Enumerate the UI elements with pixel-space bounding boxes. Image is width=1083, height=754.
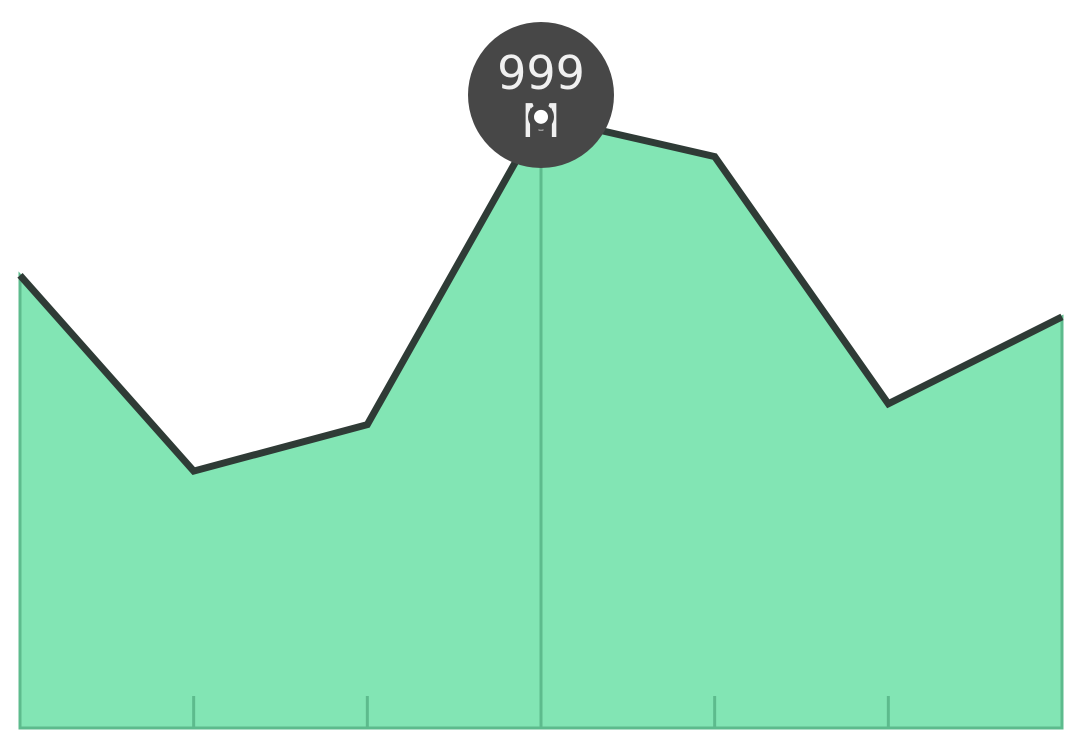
x-axis-ticks <box>192 696 890 728</box>
value-tooltip: 999 M <box>468 22 614 168</box>
tooltip-bubble <box>468 22 614 168</box>
highlighted-data-point[interactable] <box>528 103 554 130</box>
tooltip-value-text: 999 <box>497 46 585 100</box>
plot-area: 999 M <box>17 22 1064 730</box>
